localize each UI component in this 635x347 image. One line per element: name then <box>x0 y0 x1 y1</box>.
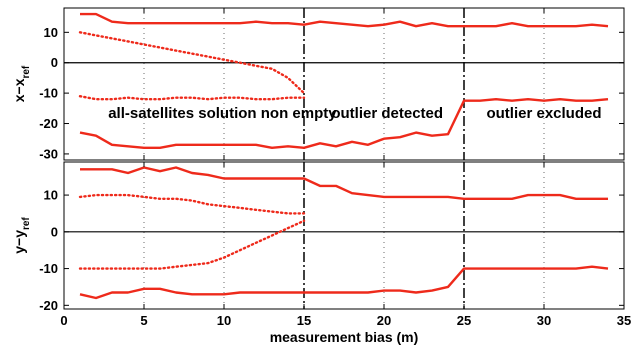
x-tick-label: 35 <box>617 313 631 328</box>
x-tick-label: 20 <box>377 313 391 328</box>
region-annotation: outlier detected <box>331 105 443 122</box>
y-tick-label: 0 <box>51 55 58 70</box>
x-tick-label: 25 <box>457 313 471 328</box>
axes-frame <box>63 7 625 161</box>
series-line-4-solid <box>79 97 609 150</box>
series-line-3-dotted <box>78 94 306 101</box>
series-line-1-solid <box>80 166 608 201</box>
x-axis-title: measurement bias (m) <box>270 329 419 345</box>
y-axis-title: x−xref <box>11 65 32 102</box>
series-line-4-solid <box>79 265 609 300</box>
axes-frame <box>63 161 625 310</box>
y-axis-title: y−yref <box>11 217 32 254</box>
x-tick-label: 10 <box>217 313 231 328</box>
x-tick-label: 30 <box>537 313 551 328</box>
y-tick-label: -20 <box>39 116 58 131</box>
y-tick-label: -10 <box>39 86 58 101</box>
y-tick-label: 10 <box>44 188 58 203</box>
bottom-panel-y-error: 100-10-200 5 10 15 20 25 30 35y−yrefmeasurement… <box>11 161 631 345</box>
y-tick-label: -20 <box>39 298 58 313</box>
y-tick-label: 10 <box>44 25 58 40</box>
region-annotation: all-satellites solution non empty <box>108 105 337 122</box>
series-line-3-dotted <box>78 219 306 270</box>
x-tick-label: 5 <box>140 313 147 328</box>
region-annotation: outlier excluded <box>486 105 601 122</box>
x-tick-label: 15 <box>297 313 311 328</box>
series-line-1-solid <box>80 12 609 28</box>
series-line-2-dotted <box>78 31 306 95</box>
x-tick-label: 0 <box>60 313 67 328</box>
top-panel-x-error: 10 0 -10 -20 -30 x−xref all-satellites solutio… <box>11 7 625 161</box>
y-tick-label: -10 <box>39 261 58 276</box>
y-tick-label: 0 <box>51 224 58 239</box>
series-line-2-dotted <box>78 193 306 215</box>
y-tick-label: -30 <box>39 146 58 161</box>
